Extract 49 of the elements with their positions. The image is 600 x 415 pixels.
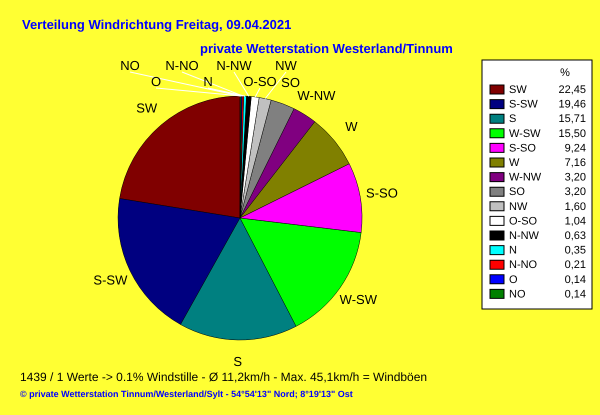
legend-label: N-NW	[509, 230, 540, 242]
slice-label: W	[345, 118, 358, 134]
legend-label: SO	[509, 186, 526, 198]
legend-label: S-SW	[509, 98, 538, 111]
legend-label: N	[509, 244, 517, 257]
slice-label: N-NW	[216, 58, 252, 73]
data-label: 22,45	[558, 84, 586, 96]
data-label: 15,71	[558, 113, 586, 126]
text: 1439 / 1 Werte -> 0.1% Windstille - Ø 11,2km/h - Max. 45,1km/h = Windböen	[20, 370, 428, 384]
slice-label: NO	[120, 58, 140, 73]
chart-subtitle: private Wetterstation Westerland/Tinnum	[200, 41, 453, 56]
data-label: 15,50	[558, 128, 586, 140]
data-label: 0,14	[564, 274, 586, 286]
data-label: 7,16	[564, 157, 586, 169]
slice-label: S	[233, 354, 242, 369]
legend-label: W-NW	[509, 172, 542, 184]
slice-label: S-SO	[366, 186, 398, 201]
slice-label: NW	[275, 58, 298, 73]
legend-label: S	[509, 113, 516, 126]
chart-title: Verteilung Windrichtung Freitag, 09.04.2021	[22, 17, 292, 32]
slice-label: SW	[136, 100, 158, 116]
data-label: 1,04	[564, 215, 586, 228]
slice-label: W-SW	[340, 292, 378, 308]
slice-label: W-NW	[297, 88, 336, 103]
text: © private Wetterstation Tinnum/Westerland/Sylt - 54°54'13" Nord; 8°19'13" Ost	[20, 389, 353, 399]
data-label: 19,46	[558, 98, 586, 111]
data-label: 0,35	[564, 244, 586, 257]
data-label: 9,24	[564, 142, 586, 154]
slice-label: O	[150, 74, 162, 89]
slice-label: N-NO	[165, 58, 199, 73]
data-label: 3,20	[564, 186, 586, 198]
legend-label: NW	[509, 200, 528, 213]
legend-label: SW	[509, 84, 528, 96]
data-label: 1,60	[564, 200, 586, 213]
legend-label: W-SW	[509, 128, 542, 140]
data-label: 0,21	[564, 259, 586, 272]
data-label: 0,63	[564, 230, 586, 242]
data-label: 0,14	[564, 288, 586, 300]
legend-label: W	[509, 157, 520, 169]
legend-label: O-SO	[509, 215, 538, 228]
legend-title: %	[560, 67, 570, 79]
legend-label: NO	[509, 288, 526, 300]
legend-label: N-NO	[509, 259, 538, 272]
data-label: 3,20	[564, 172, 586, 184]
legend-label: O	[509, 274, 518, 286]
legend-label: S-SO	[509, 142, 536, 154]
category-label: SO	[281, 75, 300, 90]
slice-label: S-SW	[93, 272, 128, 288]
slice-label: O-SO	[243, 74, 277, 89]
